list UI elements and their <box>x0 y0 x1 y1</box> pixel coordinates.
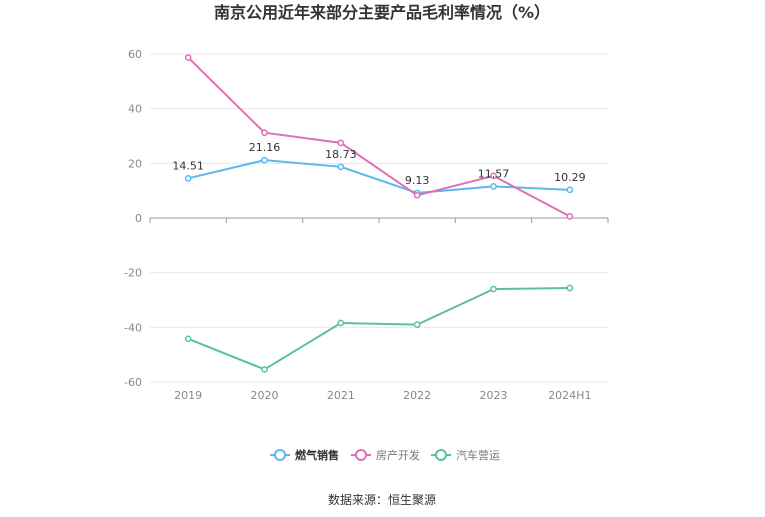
series-group <box>184 54 574 373</box>
data-point-vehicle-ops[interactable] <box>566 284 574 292</box>
legend-marker <box>435 449 447 461</box>
data-point-property-dev[interactable] <box>566 213 574 220</box>
grid <box>150 53 608 383</box>
legend-label: 房产开发 <box>376 448 420 462</box>
data-label: 9.13 <box>405 174 430 187</box>
data-point-gas-sales[interactable] <box>490 183 497 190</box>
data-labels: 14.51 21.16 18.73 9.13 11.57 10.29 <box>172 141 585 187</box>
legend-item-property-dev[interactable]: 房产开发 <box>351 448 420 462</box>
data-point-property-dev[interactable] <box>184 54 192 61</box>
y-tick-label: -20 <box>124 267 142 280</box>
legend-marker <box>274 449 286 461</box>
series-line-vehicle-ops <box>187 286 570 371</box>
legend-item-vehicle-ops[interactable]: 汽车营运 <box>431 448 500 462</box>
data-point-vehicle-ops[interactable] <box>261 366 268 373</box>
axes: 60 40 20 0 -20 -40 -60 2019 2020 2021 2022 2023 2024… <box>124 48 609 402</box>
series-line-gas-sales <box>187 159 570 195</box>
data-point-gas-sales[interactable] <box>337 163 345 171</box>
source-note: 数据来源：恒生聚源 <box>328 492 436 507</box>
data-label: 18.73 <box>325 148 357 161</box>
data-point-vehicle-ops[interactable] <box>413 321 421 328</box>
x-tick-label: 2019 <box>174 389 202 402</box>
data-label: 14.51 <box>172 159 204 172</box>
legend-label: 汽车营运 <box>456 448 500 462</box>
x-tick-label: 2024H1 <box>548 389 591 402</box>
data-point-gas-sales[interactable] <box>566 186 574 194</box>
data-point-property-dev[interactable] <box>337 139 345 147</box>
series-line-property-dev <box>187 56 571 218</box>
y-tick-label: 0 <box>135 212 142 225</box>
data-point-gas-sales[interactable] <box>261 156 268 164</box>
y-tick-label: 40 <box>128 103 142 116</box>
data-point-vehicle-ops[interactable] <box>490 285 497 293</box>
data-label: 21.16 <box>249 141 281 154</box>
chart-title: 南京公用近年来部分主要产品毛利率情况（%） <box>214 3 550 22</box>
legend-label: 燃气销售 <box>294 448 339 462</box>
x-tick-label: 2020 <box>251 389 279 402</box>
y-tick-label: 60 <box>128 48 142 61</box>
data-point-property-dev[interactable] <box>413 191 421 199</box>
y-tick-label: 20 <box>128 157 142 170</box>
data-label: 11.57 <box>478 167 510 180</box>
data-point-gas-sales[interactable] <box>184 174 192 182</box>
x-tick-label: 2023 <box>480 389 508 402</box>
x-tick-label: 2021 <box>327 389 355 402</box>
legend: 燃气销售 房产开发 汽车营运 <box>270 448 500 462</box>
legend-item-gas-sales[interactable]: 燃气销售 <box>270 448 339 462</box>
data-point-vehicle-ops[interactable] <box>337 319 345 327</box>
y-tick-label: -40 <box>124 321 142 334</box>
x-tick-label: 2022 <box>403 389 431 402</box>
data-point-vehicle-ops[interactable] <box>184 335 192 343</box>
legend-marker <box>355 449 367 461</box>
data-point-property-dev[interactable] <box>490 172 497 180</box>
data-label: 10.29 <box>554 171 586 184</box>
data-point-property-dev[interactable] <box>261 129 268 137</box>
y-tick-label: -60 <box>124 376 142 389</box>
